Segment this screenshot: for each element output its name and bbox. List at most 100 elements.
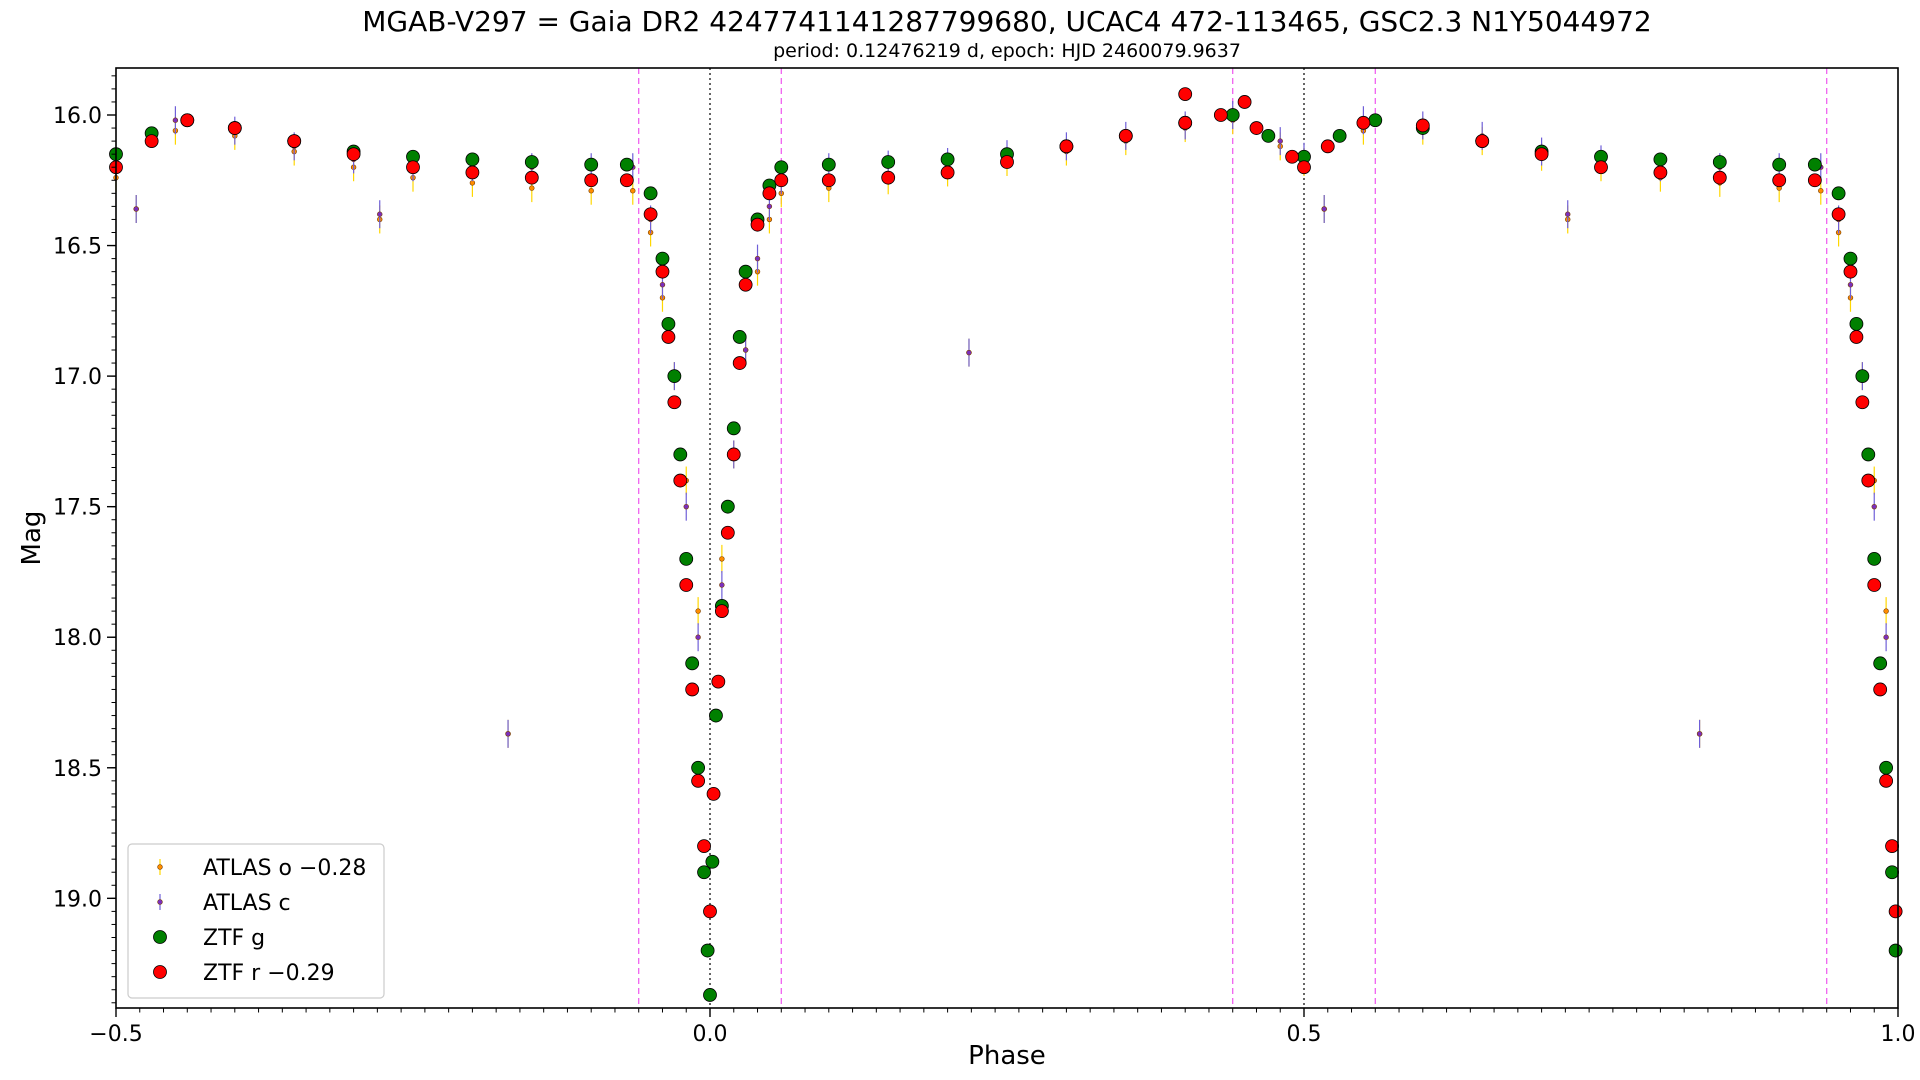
data-point: [821, 157, 836, 172]
chart-title: MGAB-V297 = Gaia DR2 4247741141287799680…: [362, 5, 1651, 38]
data-point: [1871, 503, 1877, 510]
data-point: [1883, 608, 1889, 614]
data-point: [1885, 839, 1899, 854]
data-point: [1879, 773, 1894, 788]
data-point: [406, 160, 420, 175]
data-point: [726, 447, 741, 462]
data-point: [1368, 113, 1383, 128]
data-point: [346, 147, 361, 162]
legend-marker: [153, 965, 167, 979]
data-point: [1059, 139, 1074, 154]
data-point: [1843, 251, 1858, 266]
y-tick-label: 17.0: [53, 365, 102, 390]
data-point: [1883, 634, 1889, 640]
data-point: [1847, 282, 1854, 288]
data-point: [726, 421, 741, 436]
data-point: [691, 773, 706, 788]
data-point: [1320, 139, 1335, 154]
legend-label: ATLAS o −0.28: [203, 856, 366, 881]
data-point: [940, 152, 955, 167]
data-point: [227, 121, 242, 135]
data-point: [1000, 155, 1014, 169]
data-point: [465, 165, 480, 180]
data-point: [821, 173, 836, 188]
data-point: [711, 674, 726, 689]
outlier-point: [133, 206, 139, 212]
outlier-point: [1237, 95, 1252, 109]
legend: ATLAS o −0.28 ATLAS c ZTF g ZTF r −0.29: [127, 843, 385, 999]
y-axis-label: Mag: [17, 511, 47, 566]
data-point: [619, 173, 634, 188]
legend-marker: [153, 930, 167, 944]
data-point: [695, 608, 701, 614]
data-point: [750, 217, 765, 232]
data-point: [683, 503, 689, 510]
data-point: [1297, 160, 1311, 175]
y-tick-label: 17.5: [53, 496, 102, 521]
outlier-point: [966, 349, 972, 356]
data-point: [679, 578, 694, 592]
data-point: [643, 186, 658, 201]
x-axis-label: Phase: [968, 1041, 1046, 1071]
data-point: [524, 155, 539, 169]
data-point: [1213, 108, 1228, 122]
data-point: [287, 134, 302, 149]
data-point: [661, 330, 676, 344]
legend-marker: [157, 864, 163, 870]
y-tick-label: 18.5: [53, 757, 102, 782]
data-point: [738, 264, 753, 279]
x-tick-label: −0.5: [89, 1022, 142, 1047]
chart-subtitle: period: 0.12476219 d, epoch: HJD 2460079…: [773, 40, 1241, 62]
data-point: [774, 160, 789, 175]
data-point: [1475, 134, 1490, 149]
data-point: [465, 152, 480, 167]
legend-marker: [157, 899, 163, 905]
data-point: [1772, 157, 1787, 172]
data-point: [1831, 207, 1846, 222]
data-point: [1534, 147, 1549, 162]
data-point: [1888, 904, 1903, 919]
data-point: [1888, 943, 1903, 958]
data-point: [1332, 128, 1347, 143]
data-point: [524, 170, 539, 185]
data-point: [762, 186, 777, 201]
data-point: [1867, 578, 1882, 592]
data-point: [1849, 330, 1864, 344]
data-point: [881, 170, 896, 185]
data-point: [1849, 316, 1864, 331]
data-point: [619, 157, 634, 172]
x-tick-label: 0.0: [693, 1022, 728, 1047]
data-point: [661, 316, 676, 331]
data-point: [732, 330, 747, 344]
data-point: [766, 203, 773, 210]
data-point: [685, 656, 700, 671]
data-point: [703, 904, 717, 919]
data-point: [1867, 551, 1882, 566]
data-point: [1415, 118, 1430, 133]
outlier-point: [505, 731, 511, 737]
data-point: [1178, 115, 1193, 130]
data-point: [732, 356, 747, 370]
data-point: [584, 173, 599, 188]
data-point: [1861, 473, 1876, 488]
data-point: [1249, 121, 1264, 135]
data-point: [738, 277, 753, 292]
data-point: [1261, 128, 1276, 143]
data-point: [1712, 170, 1727, 185]
y-tick-label: 18.0: [53, 626, 102, 651]
data-point: [1118, 128, 1133, 143]
data-point: [1285, 149, 1300, 164]
data-point: [529, 185, 535, 191]
y-tick-label: 19.0: [53, 887, 102, 912]
data-point: [655, 264, 670, 279]
data-point: [1861, 447, 1876, 462]
data-point: [1843, 264, 1858, 279]
data-point: [667, 369, 682, 384]
data-point: [691, 760, 706, 775]
axis-ticks: −0.5 0.0 0.5 1.0 16.0 16.5 17.0 17.5 18.0 18.5 19.…: [53, 75, 1916, 1047]
data-point: [1712, 155, 1727, 169]
legend-box: [127, 843, 385, 999]
data-point: [714, 604, 729, 619]
y-tick-label: 16.0: [53, 104, 102, 129]
